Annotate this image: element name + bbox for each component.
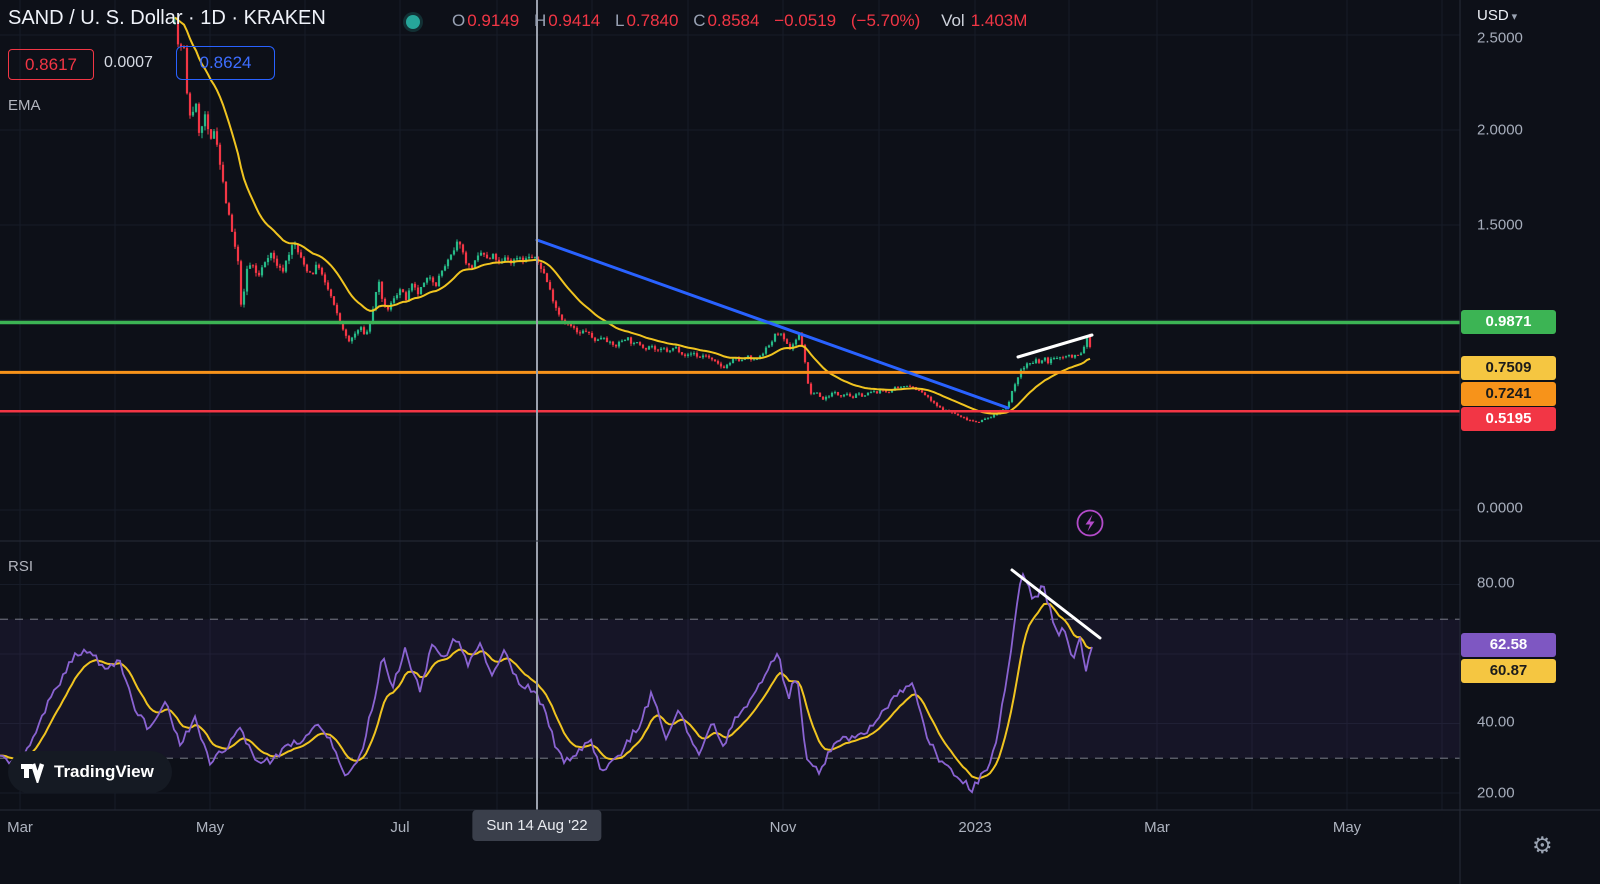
high-label: H [533, 11, 547, 30]
crosshair-date-tooltip: Sun 14 Aug '22 [472, 810, 602, 841]
time-axis-label: Jul [390, 819, 410, 836]
ohlc-readout: O 0.9149 H 0.9414 L 0.7840 C 0.8584 −0.0519 … [452, 11, 1027, 31]
price-axis-tag: 0.7241 [1461, 382, 1556, 406]
tradingview-logo[interactable]: TradingView [8, 751, 172, 793]
price-axis-tag: 62.58 [1461, 633, 1556, 657]
price-axis-label: 1.5000 [1477, 216, 1523, 234]
rsi-ma-line[interactable] [0, 602, 1093, 780]
rsi-indicator-label[interactable]: RSI [8, 558, 34, 575]
price-axis-label: 2.5000 [1477, 29, 1523, 47]
close-label: C [693, 11, 706, 30]
time-axis-label: 2023 [958, 819, 992, 836]
change-percent: (−5.70%) [850, 11, 921, 30]
volume-value: 1.403M [970, 11, 1028, 30]
tradingview-logo-icon [21, 763, 45, 783]
price-axis-label: 0.0000 [1477, 499, 1523, 517]
buy-ask-button[interactable]: 0.8624 [176, 46, 275, 80]
symbol-title[interactable]: SAND / U. S. Dollar · 1D · KRAKEN [8, 7, 326, 29]
close-value: 0.8584 [707, 11, 760, 30]
open-label: O [452, 11, 466, 30]
candlestick-series [173, 14, 1092, 423]
time-axis-label: May [1332, 819, 1362, 836]
change-value: −0.0519 [774, 11, 837, 30]
volume-label: Vol [941, 11, 965, 30]
rsi-band [0, 618, 1460, 759]
price-axis-label: 40.00 [1477, 713, 1515, 731]
time-axis-label: May [195, 819, 225, 836]
flash-alert-icon[interactable] [1076, 509, 1104, 537]
sell-bid-button[interactable]: 0.8617 [8, 49, 94, 80]
time-axis-label: Mar [1144, 819, 1170, 836]
time-axis-label: Nov [769, 819, 797, 836]
currency-label: USD [1477, 7, 1509, 24]
price-axis-label: 80.00 [1477, 574, 1515, 592]
price-axis-tag: 0.5195 [1461, 407, 1556, 431]
price-axis-tag: 0.9871 [1461, 310, 1556, 334]
ema-line[interactable] [174, 16, 1091, 415]
price-axis-label: 2.0000 [1477, 121, 1523, 139]
tradingview-logo-text: TradingView [54, 762, 154, 781]
open-value: 0.9149 [467, 11, 520, 30]
trendline-drawing[interactable] [1016, 333, 1094, 359]
high-value: 0.9414 [548, 11, 601, 30]
trendline-drawing[interactable] [1010, 568, 1102, 640]
price-axis-tag: 0.7509 [1461, 356, 1556, 380]
settings-gear-icon[interactable]: ⚙ [1532, 832, 1553, 858]
chevron-down-icon: ▾ [1511, 11, 1518, 23]
ema-indicator-label[interactable]: EMA [8, 97, 41, 114]
grid [0, 0, 1460, 810]
spread-value: 0.0007 [104, 54, 153, 71]
time-axis-label: Mar [7, 819, 33, 836]
low-value: 0.7840 [626, 11, 679, 30]
price-axis-tag: 60.87 [1461, 659, 1556, 683]
trendline-drawing[interactable] [535, 238, 1010, 410]
rsi-line[interactable] [0, 571, 1093, 794]
low-label: L [614, 11, 625, 30]
price-axis-label: 20.00 [1477, 784, 1515, 802]
market-status-dot [406, 15, 420, 29]
currency-selector[interactable]: USD ▾ [1477, 7, 1517, 24]
